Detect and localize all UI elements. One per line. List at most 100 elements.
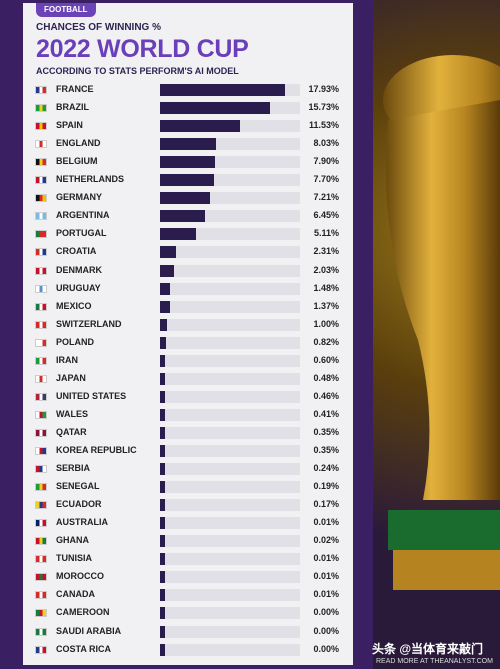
bar (160, 607, 165, 620)
chart-row: DENMARK 2.03% (23, 263, 353, 278)
value-label: 0.00% (313, 643, 339, 654)
bar-track (160, 318, 300, 331)
country-label: GERMANY (56, 192, 103, 203)
chart-row: MEXICO 1.37% (23, 299, 353, 314)
country-label: ECUADOR (56, 499, 102, 510)
bar-track (160, 553, 300, 566)
bar-track (160, 643, 300, 656)
value-label: 2.31% (313, 246, 339, 257)
bar (160, 318, 167, 331)
bar (160, 84, 285, 96)
country-label: WALES (56, 408, 89, 419)
chart-row: GERMANY 7.21% (23, 190, 353, 205)
chart-row: POLAND 0.82% (23, 335, 353, 350)
chart-row: CANADA 0.01% (23, 587, 353, 602)
country-flag-icon (35, 573, 47, 582)
country-label: KOREA REPUBLIC (56, 445, 137, 455)
bar (160, 589, 165, 602)
bar-track (160, 499, 300, 512)
bar-track (160, 246, 300, 259)
chart-row: SAUDI ARABIA 0.00% (23, 624, 353, 639)
country-flag-icon (35, 266, 47, 275)
chart-row: SERBIA 0.24% (23, 461, 353, 476)
country-flag-icon (35, 410, 47, 419)
country-label: POLAND (56, 336, 94, 347)
watermark: 头条 @当体育来敲门 (372, 642, 484, 656)
country-label: FRANCE (56, 84, 94, 94)
bar-track (160, 390, 300, 403)
country-label: SWITZERLAND (56, 318, 122, 329)
chart-row: SWITZERLAND 1.00% (23, 317, 353, 332)
value-label: 17.93% (308, 84, 339, 94)
country-flag-icon (35, 248, 47, 257)
bar (160, 535, 165, 548)
chart-row: GHANA 0.02% (23, 533, 353, 548)
bar (160, 499, 165, 512)
country-flag-icon (35, 230, 47, 239)
bar (160, 426, 165, 439)
bar (160, 246, 177, 259)
value-label: 0.00% (313, 607, 339, 618)
bar (160, 553, 165, 566)
country-label: MEXICO (56, 300, 92, 311)
country-label: COSTA RICA (56, 643, 111, 654)
value-label: 11.53% (308, 120, 339, 131)
bar (160, 625, 165, 638)
bar (160, 174, 214, 187)
bar (160, 120, 241, 133)
bar-track (160, 517, 300, 530)
bar-track (160, 372, 300, 385)
country-flag-icon (35, 320, 47, 329)
country-label: ENGLAND (56, 138, 101, 149)
country-label: SAUDI ARABIA (56, 625, 122, 636)
country-flag-icon (35, 392, 47, 401)
bar-track (160, 589, 300, 602)
value-label: 0.35% (313, 445, 339, 455)
bar-track (160, 607, 300, 620)
chart-row: IRAN 0.60% (23, 353, 353, 368)
read-more-link[interactable]: READ MORE AT THEANALYST.COM (376, 658, 493, 665)
chart-row: BRAZIL 15.73% (23, 100, 353, 115)
bar-track (160, 282, 300, 295)
value-label: 0.19% (313, 481, 339, 492)
value-label: 0.24% (313, 463, 339, 474)
value-label: 2.03% (313, 264, 339, 275)
bar (160, 282, 171, 295)
value-label: 7.21% (313, 192, 339, 203)
country-flag-icon (35, 338, 47, 347)
country-label: ARGENTINA (56, 210, 110, 221)
country-flag-icon (35, 302, 47, 311)
value-label: 0.82% (313, 336, 339, 347)
value-label: 1.00% (313, 318, 339, 329)
country-flag-icon (35, 645, 47, 654)
value-label: 0.01% (313, 553, 339, 564)
country-flag-icon (35, 194, 47, 203)
bar-track (160, 463, 300, 476)
category-badge: FOOTBALL (36, 3, 96, 17)
country-flag-icon (35, 519, 47, 528)
bar (160, 228, 196, 241)
country-label: CROATIA (56, 246, 97, 257)
country-flag-icon (35, 555, 47, 564)
value-label: 0.02% (313, 535, 339, 546)
bar-track (160, 481, 300, 494)
country-label: DENMARK (56, 264, 102, 275)
country-flag-icon (35, 212, 47, 221)
value-label: 0.17% (313, 499, 339, 510)
chart-row: TUNISIA 0.01% (23, 551, 353, 566)
bar (160, 372, 165, 385)
bar-track (160, 426, 300, 439)
country-flag-icon (35, 176, 47, 185)
value-label: 0.00% (313, 625, 339, 636)
country-label: IRAN (56, 354, 78, 365)
bar-track (160, 445, 300, 457)
country-label: SENEGAL (56, 481, 100, 492)
chart-row: MOROCCO 0.01% (23, 569, 353, 584)
bar (160, 210, 205, 223)
country-label: JAPAN (56, 372, 86, 383)
bar (160, 354, 165, 367)
chart-row: AUSTRALIA 0.01% (23, 515, 353, 530)
bar (160, 571, 165, 584)
chart-row: FRANCE 17.93% (23, 82, 353, 97)
value-label: 7.70% (313, 174, 339, 185)
